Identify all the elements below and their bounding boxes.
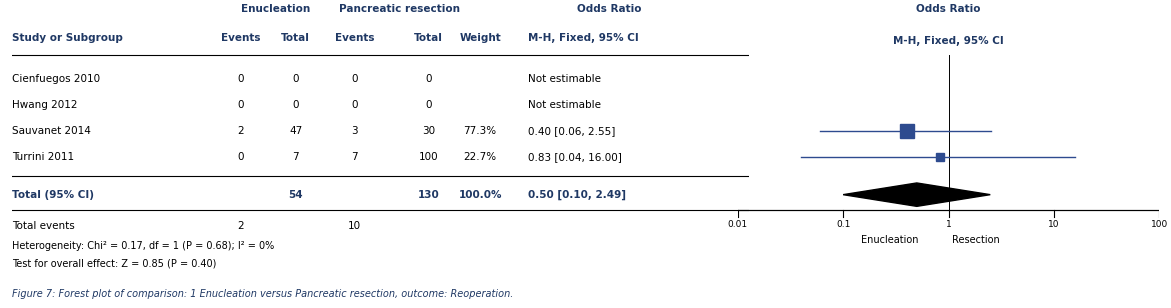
Text: 100.0%: 100.0% xyxy=(458,190,502,200)
Text: Enucleation: Enucleation xyxy=(241,4,310,14)
Text: 100: 100 xyxy=(419,152,438,162)
Text: M-H, Fixed, 95% CI: M-H, Fixed, 95% CI xyxy=(528,33,639,43)
Text: Total: Total xyxy=(281,33,310,43)
Text: Odds Ratio: Odds Ratio xyxy=(916,4,981,14)
Text: 0: 0 xyxy=(238,152,244,162)
Text: Test for overall effect: Z = 0.85 (P = 0.40): Test for overall effect: Z = 0.85 (P = 0… xyxy=(12,258,217,268)
Text: 0: 0 xyxy=(425,100,432,110)
Text: Not estimable: Not estimable xyxy=(528,100,601,110)
Text: 10: 10 xyxy=(1048,220,1060,229)
Text: Events: Events xyxy=(220,33,260,43)
Text: 22.7%: 22.7% xyxy=(464,152,497,162)
Text: 7: 7 xyxy=(351,152,358,162)
Text: 0: 0 xyxy=(238,74,244,83)
Text: Heterogeneity: Chi² = 0.17, df = 1 (P = 0.68); I² = 0%: Heterogeneity: Chi² = 0.17, df = 1 (P = … xyxy=(12,241,274,251)
Text: Total events: Total events xyxy=(12,221,75,231)
Text: Odds Ratio: Odds Ratio xyxy=(577,4,642,14)
Text: 47: 47 xyxy=(289,126,302,136)
Text: 0.1: 0.1 xyxy=(836,220,850,229)
Text: 7: 7 xyxy=(293,152,299,162)
Text: 30: 30 xyxy=(422,126,436,136)
Text: Study or Subgroup: Study or Subgroup xyxy=(12,33,123,43)
Text: Enucleation: Enucleation xyxy=(862,235,919,245)
Text: 77.3%: 77.3% xyxy=(464,126,497,136)
Text: 0: 0 xyxy=(238,100,244,110)
Polygon shape xyxy=(843,183,991,206)
Text: 54: 54 xyxy=(288,190,303,200)
Text: Total (95% CI): Total (95% CI) xyxy=(12,190,94,200)
Text: 10: 10 xyxy=(348,221,362,231)
Text: 0.40 [0.06, 2.55]: 0.40 [0.06, 2.55] xyxy=(528,126,616,136)
Text: 0: 0 xyxy=(351,100,358,110)
Text: Resection: Resection xyxy=(952,235,999,245)
Text: 2: 2 xyxy=(237,126,244,136)
Text: Weight: Weight xyxy=(459,33,501,43)
Text: 3: 3 xyxy=(351,126,358,136)
Text: Cienfuegos 2010: Cienfuegos 2010 xyxy=(12,74,100,83)
Text: Sauvanet 2014: Sauvanet 2014 xyxy=(12,126,90,136)
Text: 0.83 [0.04, 16.00]: 0.83 [0.04, 16.00] xyxy=(528,152,622,162)
Text: 0: 0 xyxy=(293,100,299,110)
Text: 0: 0 xyxy=(351,74,358,83)
Text: Pancreatic resection: Pancreatic resection xyxy=(338,4,459,14)
Text: M-H, Fixed, 95% CI: M-H, Fixed, 95% CI xyxy=(893,36,1004,46)
Text: Turrini 2011: Turrini 2011 xyxy=(12,152,74,162)
Text: 100: 100 xyxy=(1151,220,1167,229)
Text: Figure 7: Forest plot of comparison: 1 Enucleation versus Pancreatic resection, : Figure 7: Forest plot of comparison: 1 E… xyxy=(12,289,513,299)
Text: 0.50 [0.10, 2.49]: 0.50 [0.10, 2.49] xyxy=(528,189,626,200)
Text: 0.01: 0.01 xyxy=(727,220,748,229)
Text: 0: 0 xyxy=(425,74,432,83)
Text: Not estimable: Not estimable xyxy=(528,74,601,83)
Text: 0: 0 xyxy=(293,74,299,83)
Text: 130: 130 xyxy=(418,190,439,200)
Text: 1: 1 xyxy=(946,220,951,229)
Text: 2: 2 xyxy=(237,221,244,231)
Text: Total: Total xyxy=(415,33,443,43)
Text: Hwang 2012: Hwang 2012 xyxy=(12,100,77,110)
Text: Events: Events xyxy=(335,33,375,43)
